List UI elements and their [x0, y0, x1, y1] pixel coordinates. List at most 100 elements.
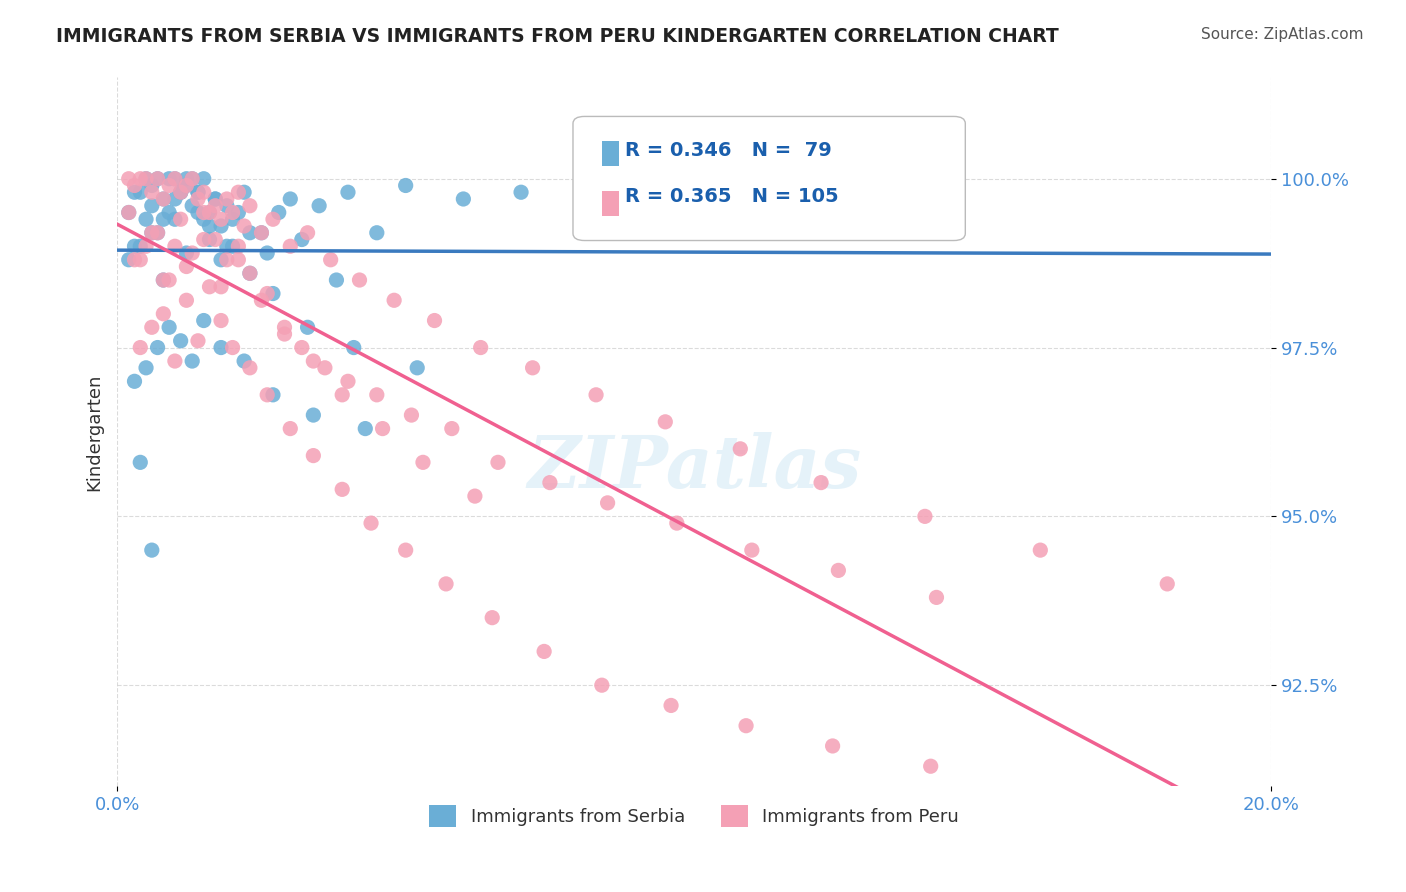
Point: [481, 610, 503, 624]
Point: [181, 354, 204, 368]
Point: [810, 475, 832, 490]
Point: [336, 374, 359, 388]
Point: [302, 449, 325, 463]
Point: [152, 192, 174, 206]
Point: [193, 313, 215, 327]
Point: [157, 178, 180, 193]
Point: [176, 171, 198, 186]
Point: [169, 334, 191, 348]
Point: [124, 186, 146, 200]
Point: [141, 178, 163, 193]
Point: [187, 186, 209, 200]
Point: [146, 226, 169, 240]
Point: [291, 233, 314, 247]
Point: [209, 279, 232, 293]
Point: [585, 388, 607, 402]
Point: [233, 219, 256, 233]
Point: [129, 252, 152, 267]
Point: [920, 759, 942, 773]
Point: [176, 178, 198, 193]
Point: [187, 192, 209, 206]
Point: [434, 577, 457, 591]
Point: [157, 320, 180, 334]
Point: [176, 293, 198, 308]
Point: [169, 186, 191, 200]
Point: [256, 388, 278, 402]
Point: [135, 171, 157, 186]
Point: [233, 354, 256, 368]
Point: [827, 563, 849, 577]
Point: [163, 212, 186, 227]
Point: [129, 239, 152, 253]
Point: [146, 171, 169, 186]
Point: [198, 205, 221, 219]
Point: [1029, 543, 1052, 558]
Point: [193, 205, 215, 219]
Point: [533, 644, 555, 658]
Point: [330, 483, 353, 497]
Point: [135, 171, 157, 186]
Point: [228, 239, 250, 253]
Point: [152, 273, 174, 287]
Point: [914, 509, 936, 524]
Point: [343, 341, 366, 355]
Point: [215, 192, 238, 206]
Point: [297, 320, 319, 334]
Point: [302, 354, 325, 368]
Point: [209, 341, 232, 355]
Point: [193, 171, 215, 186]
Point: [239, 360, 262, 375]
Point: [395, 178, 418, 193]
Point: [135, 360, 157, 375]
Point: [204, 192, 226, 206]
Point: [654, 415, 676, 429]
Point: [366, 226, 388, 240]
Text: ZIPatlas: ZIPatlas: [527, 432, 862, 503]
Point: [163, 171, 186, 186]
Point: [453, 192, 475, 206]
Point: [291, 341, 314, 355]
Text: IMMIGRANTS FROM SERBIA VS IMMIGRANTS FROM PERU KINDERGARTEN CORRELATION CHART: IMMIGRANTS FROM SERBIA VS IMMIGRANTS FRO…: [56, 27, 1059, 45]
Point: [250, 226, 273, 240]
Point: [297, 226, 319, 240]
Point: [135, 212, 157, 227]
Point: [193, 233, 215, 247]
Point: [412, 455, 434, 469]
Point: [209, 212, 232, 227]
Point: [129, 171, 152, 186]
Point: [198, 205, 221, 219]
Point: [406, 360, 429, 375]
Point: [215, 239, 238, 253]
Point: [146, 171, 169, 186]
Point: [273, 326, 295, 341]
Point: [596, 178, 619, 193]
Point: [198, 279, 221, 293]
Point: [360, 516, 382, 530]
Point: [141, 320, 163, 334]
Point: [204, 199, 226, 213]
Point: [278, 239, 301, 253]
Point: [538, 475, 561, 490]
Point: [209, 252, 232, 267]
Point: [146, 226, 169, 240]
Point: [163, 239, 186, 253]
Point: [821, 739, 844, 753]
Point: [209, 313, 232, 327]
Point: [163, 192, 186, 206]
Point: [124, 374, 146, 388]
Point: [129, 186, 152, 200]
Point: [250, 226, 273, 240]
Point: [187, 334, 209, 348]
Point: [665, 516, 688, 530]
Point: [221, 212, 243, 227]
Point: [157, 205, 180, 219]
Point: [193, 212, 215, 227]
Point: [267, 205, 290, 219]
Point: [239, 226, 262, 240]
Point: [135, 239, 157, 253]
Point: [215, 199, 238, 213]
Point: [141, 186, 163, 200]
Point: [163, 171, 186, 186]
Point: [141, 226, 163, 240]
Point: [169, 186, 191, 200]
